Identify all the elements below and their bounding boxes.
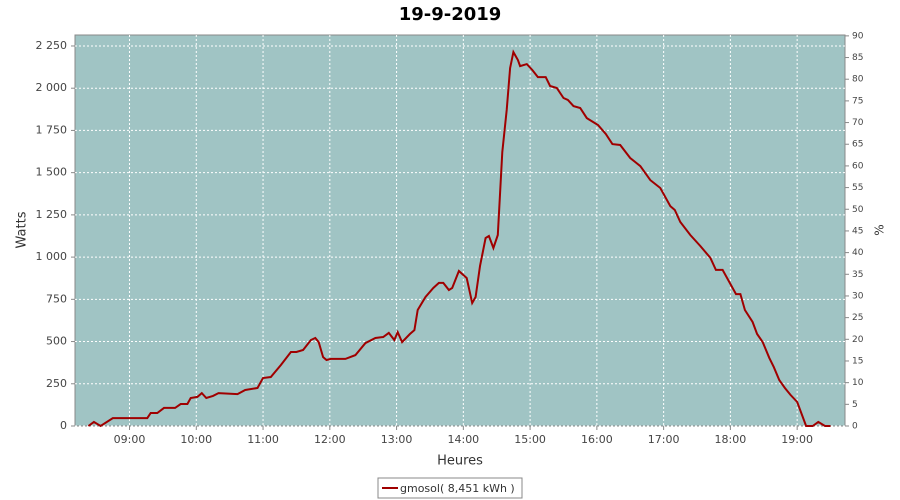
x-tick-label: 12:00 [314, 433, 346, 446]
x-tick-label: 10:00 [180, 433, 212, 446]
y2-tick-label: 50 [852, 205, 864, 215]
y-tick-label: 0 [60, 419, 67, 432]
y2-tick-label: 35 [852, 270, 863, 280]
y2-tick-label: 5 [852, 400, 858, 410]
x-tick-label: 14:00 [447, 433, 479, 446]
x-tick-label: 11:00 [247, 433, 279, 446]
x-tick-label: 13:00 [381, 433, 413, 446]
x-tick-label: 17:00 [648, 433, 680, 446]
y2-tick-label: 60 [852, 161, 864, 171]
x-axis-label: Heures [437, 454, 483, 469]
y2-tick-label: 55 [852, 183, 863, 193]
y-tick-label: 250 [46, 377, 67, 390]
y2-tick-label: 20 [852, 335, 864, 345]
x-tick-label: 18:00 [715, 433, 747, 446]
legend-label: gmosol( 8,451 kWh ) [400, 482, 515, 495]
y-tick-label: 1 250 [36, 208, 68, 221]
y2-tick-label: 0 [852, 422, 858, 432]
y2-tick-label: 85 [852, 53, 863, 63]
y-tick-label: 500 [46, 335, 67, 348]
x-tick-label: 19:00 [781, 433, 813, 446]
x-tick-label: 15:00 [514, 433, 546, 446]
y2-tick-label: 30 [852, 291, 864, 301]
y-tick-label: 2 000 [36, 81, 68, 94]
legend-box [377, 477, 523, 499]
y2-tick-label: 80 [852, 75, 864, 85]
y2-tick-label: 15 [852, 356, 863, 366]
y-tick-label: 1 500 [36, 166, 68, 179]
y-tick-label: 1 750 [36, 123, 68, 136]
y2-tick-label: 10 [852, 378, 864, 388]
y2-axis-label: % [873, 224, 887, 235]
y2-tick-label: 90 [852, 31, 864, 41]
y2-tick-label: 45 [852, 226, 863, 236]
y2-tick-label: 40 [852, 248, 864, 258]
chart-title: 19-9-2019 [399, 4, 502, 25]
plot-area [74, 34, 846, 427]
y2-tick-label: 75 [852, 96, 863, 106]
y2-tick-label: 65 [852, 140, 863, 150]
y2-tick-label: 25 [852, 313, 863, 323]
y2-tick-label: 70 [852, 118, 864, 128]
x-tick-label: 16:00 [581, 433, 613, 446]
y-axis-label: Watts [15, 211, 30, 248]
y-tick-label: 2 250 [36, 39, 68, 52]
x-tick-label: 09:00 [114, 433, 146, 446]
y-tick-label: 750 [46, 292, 67, 305]
y-tick-label: 1 000 [36, 250, 68, 263]
legend: gmosol( 8,451 kWh ) [377, 477, 523, 499]
data-line [87, 49, 831, 428]
